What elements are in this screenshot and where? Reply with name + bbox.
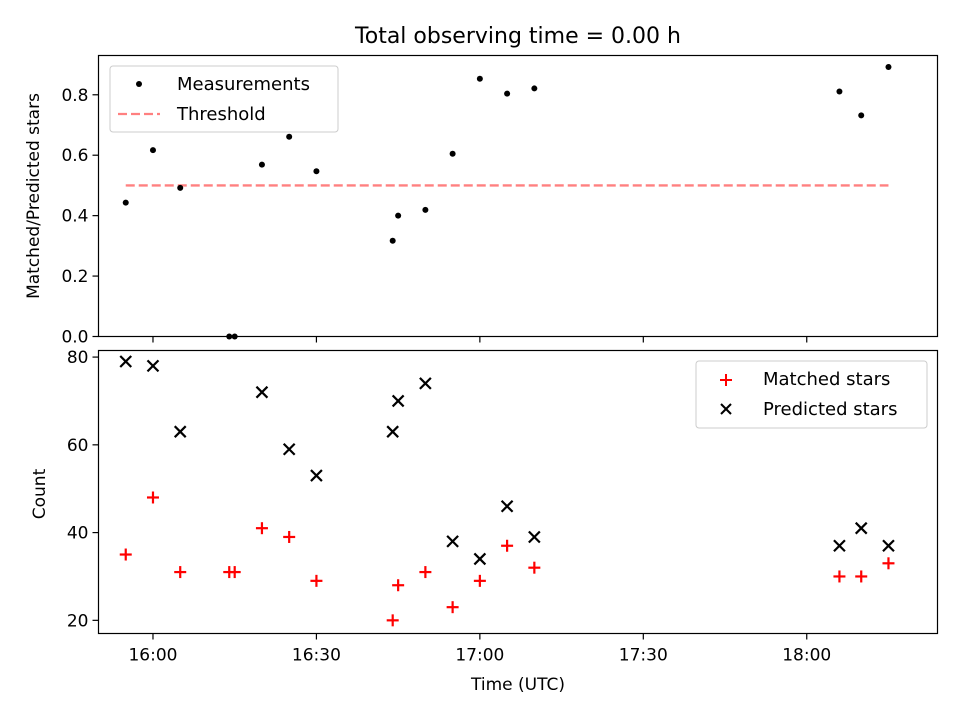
predicted-stars-point [833,539,846,553]
predicted-stars-point [119,355,133,368]
top-y-tick-label: 0.2 [61,267,88,287]
measurement-point [422,206,429,213]
matched-stars-point [228,566,241,579]
bottom-legend: Matched stars Predicted stars [695,360,928,429]
predicted-stars-point [146,359,160,373]
predicted-stars-point [173,425,187,438]
measurement-point [258,161,265,168]
predicted-stars-point [446,535,459,548]
matched-stars-point [283,530,296,543]
matched-stars-point [146,491,159,504]
predicted-stars-point [419,377,432,390]
measurement-point [122,199,129,206]
matched-stars-point [310,574,323,587]
predicted-stars-point [391,394,405,408]
bottom-data-marks [119,355,895,627]
x-tick-label: 17:30 [619,646,668,666]
measurement-point [885,63,892,70]
legend-predicted-marker [720,403,732,415]
chart-title: Total observing time = 0.00 h [354,24,681,49]
matched-stars-point [528,561,541,574]
top-y-axis-label: Matched/Predicted stars [24,93,44,299]
matched-stars-point [119,548,132,561]
matched-stars-point [501,539,514,552]
measurement-point [286,133,293,140]
measurement-point [449,150,456,157]
predicted-stars-point [882,539,895,553]
top-plot-frame [97,54,939,338]
bottom-plot-frame [97,349,939,635]
matched-stars-point [473,574,486,587]
predicted-stars-point [255,385,269,399]
top-data-marks [122,63,892,340]
bottom-y-tick-label: 20 [67,611,89,631]
bottom-y-tick-label: 60 [67,436,89,456]
measurement-point [858,112,865,119]
top-legend-box [109,65,339,133]
top-y-tick-label: 0.4 [61,207,88,227]
top-y-tick-label: 0.0 [61,328,88,348]
x-axis-label: Time (UTC) [470,675,565,695]
predicted-stars-point [473,552,487,566]
x-tick-label: 18:00 [782,646,831,666]
measurement-point [504,90,511,97]
matched-stars-point [255,522,268,535]
measurement-point [177,184,184,191]
matched-stars-point [174,566,187,579]
legend-threshold-label: Threshold [176,104,266,125]
legend-matched-label: Matched stars [763,369,890,390]
legend-predicted-label: Predicted stars [763,399,897,420]
measurement-point [836,88,843,95]
measurement-point [313,168,320,175]
bottom-y-tick-label: 40 [67,524,89,544]
legend-measurements-marker [136,81,142,87]
measurement-point [149,147,156,154]
predicted-stars-point [282,442,296,456]
predicted-stars-point [500,499,514,513]
top-y-tick-label: 0.6 [61,146,88,166]
legend-measurements-label: Measurements [177,74,310,95]
top-y-tick-label: 0.8 [61,86,88,106]
bottom-legend-box [695,360,928,429]
matched-stars-point [855,570,868,583]
legend-matched-marker [720,374,732,386]
predicted-stars-point [386,425,399,438]
top-panel: 0.00.20.40.60.8 Matched/Predicted stars … [24,54,939,348]
measurement-point [531,85,538,92]
matched-stars-point [833,570,846,583]
bottom-y-axis-label: Count [30,468,50,519]
x-tick-label: 16:00 [128,646,177,666]
x-tick-label: 17:00 [455,646,504,666]
bottom-axes: 20 40 60 80 16:00 16:30 17:00 17:30 18:00 [67,348,831,665]
x-tick-label: 16:30 [292,646,341,666]
measurement-point [476,75,483,82]
measurement-point [395,212,402,219]
matched-stars-point [386,614,399,627]
matched-stars-point [419,566,432,579]
matched-stars-point [446,601,459,614]
predicted-stars-point [528,530,541,544]
predicted-stars-point [854,521,868,535]
matched-stars-point [392,579,405,592]
top-axes: 0.0 0.2 0.4 0.6 0.8 [61,86,808,348]
bottom-y-tick-label: 80 [67,348,89,368]
predicted-stars-point [310,469,323,482]
measurement-point [389,237,396,244]
matched-stars-point [882,557,895,570]
top-legend: Measurements Threshold [109,65,339,133]
